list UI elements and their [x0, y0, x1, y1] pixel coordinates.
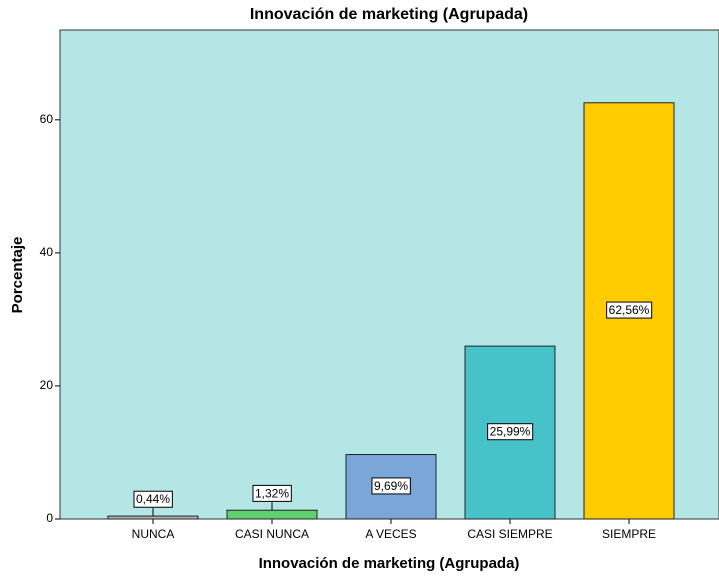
- value-label-box: [487, 423, 534, 441]
- bar: [226, 509, 318, 520]
- y-tick-label: 60: [40, 112, 54, 126]
- x-tick-label: NUNCA: [132, 527, 175, 541]
- value-label-box: [133, 490, 173, 508]
- value-label-box: [371, 477, 411, 495]
- x-tick-label: A VECES: [365, 527, 416, 541]
- x-axis-title: Innovación de marketing (Agrupada): [259, 555, 520, 572]
- x-tick-label: CASI SIEMPRE: [467, 527, 552, 541]
- value-label-box: [252, 484, 292, 502]
- bar: [107, 515, 199, 520]
- value-label: 62,56%: [609, 303, 650, 317]
- y-axis-title: Porcentaje: [9, 237, 26, 314]
- y-tick-label: 0: [46, 511, 53, 525]
- value-label-box: [606, 301, 653, 319]
- chart-title: Innovación de marketing (Agrupada): [250, 6, 528, 23]
- x-tick-label: CASI NUNCA: [235, 527, 309, 541]
- y-tick-label: 40: [40, 245, 54, 259]
- value-label: 1,32%: [255, 486, 289, 500]
- value-label: 0,44%: [136, 492, 170, 506]
- value-label: 25,99%: [490, 425, 531, 439]
- x-tick-label: SIEMPRE: [602, 527, 656, 541]
- y-tick-label: 20: [40, 378, 54, 392]
- value-label: 9,69%: [374, 479, 408, 493]
